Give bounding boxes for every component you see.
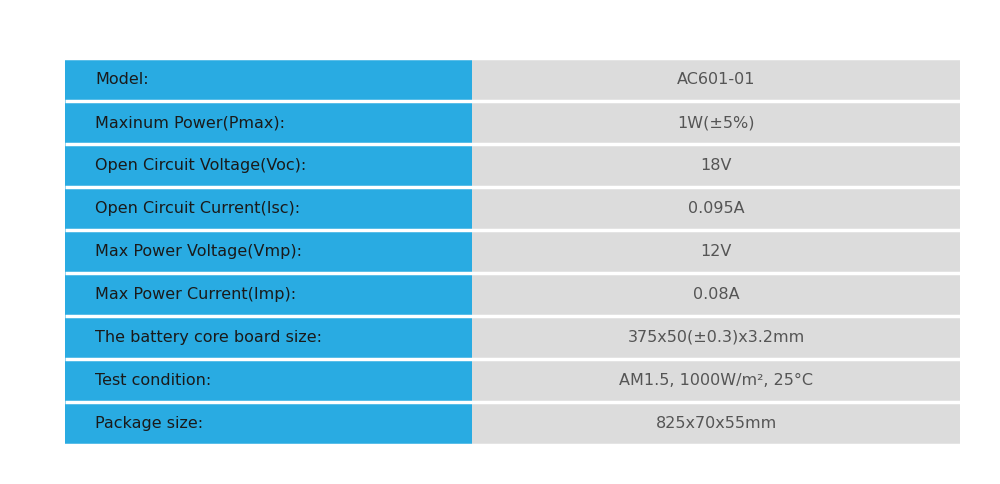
Bar xyxy=(472,359,960,402)
Bar xyxy=(65,101,472,144)
Text: The battery core board size:: The battery core board size: xyxy=(95,330,322,345)
Text: Open Circuit Voltage(Voc):: Open Circuit Voltage(Voc): xyxy=(95,158,306,173)
Text: 825x70x55mm: 825x70x55mm xyxy=(655,416,777,431)
Bar xyxy=(65,58,472,101)
Bar xyxy=(472,273,960,316)
Text: AC601-01: AC601-01 xyxy=(677,72,755,87)
Text: AM1.5, 1000W/m², 25°C: AM1.5, 1000W/m², 25°C xyxy=(619,373,813,388)
Bar xyxy=(65,144,472,187)
Bar xyxy=(472,187,960,230)
Text: Max Power Voltage(Vmp):: Max Power Voltage(Vmp): xyxy=(95,244,302,259)
Bar xyxy=(65,187,472,230)
Text: Open Circuit Current(Isc):: Open Circuit Current(Isc): xyxy=(95,201,300,216)
Bar xyxy=(65,316,472,359)
Bar xyxy=(472,230,960,273)
Text: Max Power Current(Imp):: Max Power Current(Imp): xyxy=(95,287,296,302)
Bar xyxy=(65,359,472,402)
Text: 0.095A: 0.095A xyxy=(688,201,744,216)
Text: Package size:: Package size: xyxy=(95,416,203,431)
Bar xyxy=(65,230,472,273)
Bar xyxy=(472,58,960,101)
Bar xyxy=(472,316,960,359)
Bar xyxy=(65,273,472,316)
Text: Test condition:: Test condition: xyxy=(95,373,211,388)
Bar xyxy=(472,402,960,445)
Text: 1W(±5%): 1W(±5%) xyxy=(677,115,755,130)
Bar xyxy=(472,144,960,187)
Text: 375x50(±0.3)x3.2mm: 375x50(±0.3)x3.2mm xyxy=(627,330,805,345)
Text: 0.08A: 0.08A xyxy=(693,287,739,302)
Bar xyxy=(472,101,960,144)
Bar xyxy=(65,402,472,445)
Text: Model:: Model: xyxy=(95,72,149,87)
Text: Maxinum Power(Pmax):: Maxinum Power(Pmax): xyxy=(95,115,285,130)
Text: 12V: 12V xyxy=(700,244,732,259)
Text: 18V: 18V xyxy=(700,158,732,173)
